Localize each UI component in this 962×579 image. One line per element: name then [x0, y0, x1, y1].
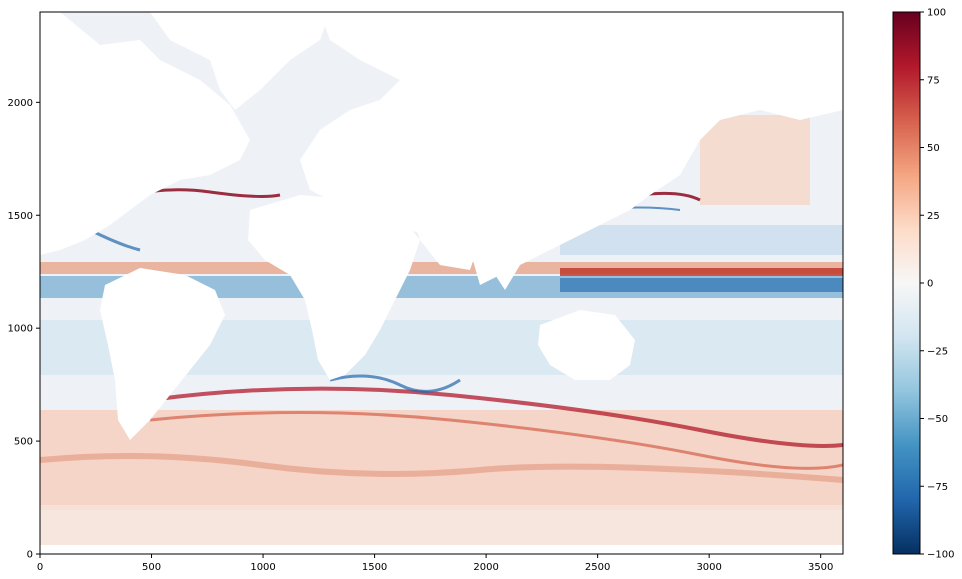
x-axis: 0 500 1000 1500 2000 2500 3000 3500 — [37, 554, 833, 573]
x-tick-label: 0 — [37, 562, 43, 573]
y-tick-label: 0 — [27, 550, 33, 561]
acc-streak-3 — [40, 453, 843, 483]
colorbar-tick-label: −100 — [927, 550, 954, 561]
africa — [248, 195, 420, 380]
y-axis: 0 500 1000 1500 2000 — [8, 98, 40, 561]
x-tick-label: 1000 — [250, 562, 275, 573]
x-tick-label: 3500 — [808, 562, 833, 573]
y-tick-label: 1000 — [8, 324, 33, 335]
colorbar-axis: 100 75 50 25 0 −25 −50 −75 −100 — [920, 8, 954, 561]
greenland — [200, 12, 300, 110]
colorbar-tick-label: −50 — [927, 414, 948, 425]
land-masses — [40, 12, 843, 554]
pacific-equatorial-jet — [560, 268, 843, 276]
x-tick-label: 500 — [142, 562, 161, 573]
colorbar-tick-label: −75 — [927, 482, 948, 493]
colorbar-tick-label: 100 — [927, 8, 946, 19]
pacific-equatorial-counter — [560, 278, 843, 292]
y-tick-label: 500 — [14, 437, 33, 448]
arabia — [410, 210, 480, 270]
colorbar — [892, 11, 921, 555]
colorbar-tick-label: 0 — [927, 279, 933, 290]
antarctica — [40, 545, 843, 554]
x-tick-label: 3000 — [696, 562, 721, 573]
agulhas — [329, 374, 461, 393]
south-america — [100, 268, 225, 440]
colorbar-tick-label: 75 — [927, 75, 940, 86]
acc-streak-1 — [149, 386, 843, 448]
north-america — [40, 12, 250, 255]
x-tick-label: 1500 — [362, 562, 387, 573]
colorbar-tick-label: −25 — [927, 346, 948, 357]
x-tick-label: 2000 — [473, 562, 498, 573]
y-tick-label: 1500 — [8, 211, 33, 222]
colorbar-tick-label: 25 — [927, 211, 940, 222]
colorbar-tick-label: 50 — [927, 143, 940, 154]
y-tick-label: 2000 — [8, 98, 33, 109]
x-tick-label: 2500 — [585, 562, 610, 573]
plot-frame — [39, 11, 844, 555]
acc-streak-2 — [149, 411, 843, 470]
north-pacific-band — [560, 225, 843, 255]
australia — [538, 310, 635, 380]
heatmap-area — [40, 12, 843, 554]
india — [480, 230, 520, 290]
north-pacific-warm-patch — [700, 115, 810, 205]
